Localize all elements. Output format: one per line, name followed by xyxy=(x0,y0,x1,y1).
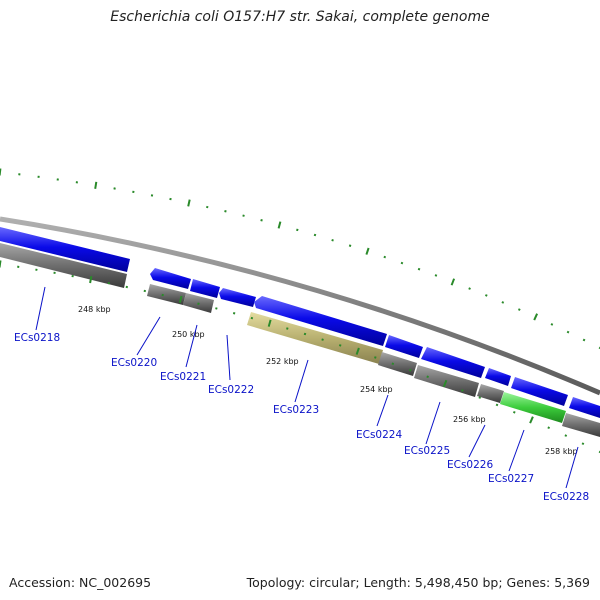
cds-ecs0227[interactable] xyxy=(511,377,568,406)
gene-label-ecs0227[interactable]: ECs0227 xyxy=(488,473,534,485)
cds-ecs0226[interactable] xyxy=(485,368,511,386)
cds-ecs0222[interactable] xyxy=(219,288,256,307)
tick-mark xyxy=(550,323,554,326)
tick-mark xyxy=(450,278,456,286)
tick-mark xyxy=(478,396,482,399)
cds-ecs0218[interactable] xyxy=(0,227,130,272)
gene-label-ecs0225[interactable]: ECs0225 xyxy=(404,445,450,457)
gene-label-ecs0220[interactable]: ECs0220 xyxy=(111,357,157,369)
tick-mark xyxy=(303,332,307,336)
tick-mark xyxy=(408,368,412,372)
tick-mark xyxy=(517,308,521,311)
tick-mark xyxy=(348,244,352,247)
tick-mark xyxy=(400,261,404,265)
tick-mark xyxy=(501,301,505,304)
gene-label-ecs0228[interactable]: ECs0228 xyxy=(543,491,589,503)
tick-mark xyxy=(547,426,551,430)
tick-mark xyxy=(529,416,534,424)
tick-mark xyxy=(374,356,377,359)
tick-mark xyxy=(484,294,488,297)
cds-ecs0220[interactable] xyxy=(150,268,191,289)
gene-label-ecs0223[interactable]: ECs0223 xyxy=(273,404,319,416)
tick-mark xyxy=(178,295,183,304)
tick-mark xyxy=(391,362,395,366)
gene-leader-lines xyxy=(35,286,579,489)
tick-mark xyxy=(242,214,245,217)
tick-mark xyxy=(224,210,227,213)
tick-mark xyxy=(426,375,429,379)
tick-mark xyxy=(267,319,272,327)
tick-mark xyxy=(365,247,370,255)
gene-label-ecs0224[interactable]: ECs0224 xyxy=(356,429,402,441)
gene-labels: ECs0218 ECs0220 ECs0221 ECs0222 ECs0223 … xyxy=(14,332,589,503)
tick-mark xyxy=(197,302,200,306)
cds-ecs0228[interactable] xyxy=(569,397,600,418)
cds-ecs0224[interactable] xyxy=(385,335,423,358)
gene-ecs0224[interactable] xyxy=(378,352,417,376)
tick-mark xyxy=(338,344,342,347)
tick-mark xyxy=(331,238,334,242)
feature-track xyxy=(0,227,600,437)
tick-mark xyxy=(566,330,570,334)
tick-mark xyxy=(296,228,299,232)
cds-ecs0223[interactable] xyxy=(254,296,387,346)
tick-mark xyxy=(581,442,585,446)
tick-mark xyxy=(355,347,360,355)
gene-ecs0220[interactable] xyxy=(147,284,186,305)
genome-backbone xyxy=(0,216,600,396)
genome-title: Escherichia coli O157:H7 str. Sakai, com… xyxy=(110,9,490,25)
cds-ecs0221[interactable] xyxy=(190,279,220,298)
gene-ecs0228[interactable] xyxy=(562,413,600,437)
tick-mark xyxy=(286,327,289,330)
tick-mark xyxy=(94,181,98,189)
scale-label: 250 kbp xyxy=(172,330,205,339)
scale-label: 258 kbp xyxy=(545,447,578,456)
tick-mark xyxy=(417,267,421,271)
scale-labels: 248 kbp 250 kbp 252 kbp 254 kbp 256 kbp … xyxy=(78,305,578,456)
tick-mark xyxy=(250,316,254,320)
tick-mark xyxy=(533,313,539,321)
tick-mark xyxy=(468,287,471,290)
gene-label-ecs0218[interactable]: ECs0218 xyxy=(14,332,60,344)
scale-label: 256 kbp xyxy=(453,415,486,424)
tick-mark xyxy=(564,434,568,437)
rna-ecs0227[interactable] xyxy=(500,392,566,423)
pseudo-ecs0223[interactable] xyxy=(247,312,383,364)
tick-mark xyxy=(215,307,218,310)
tick-mark xyxy=(442,379,448,388)
tick-mark xyxy=(232,311,236,315)
tick-mark xyxy=(582,338,586,342)
gene-label-ecs0226[interactable]: ECs0226 xyxy=(447,459,493,471)
accession-text: Accession: NC_002695 xyxy=(9,575,152,590)
gene-label-ecs0221[interactable]: ECs0221 xyxy=(160,371,206,383)
scale-label: 254 kbp xyxy=(360,385,393,394)
tick-mark xyxy=(0,260,2,268)
tick-mark xyxy=(89,276,93,284)
gene-ecs0226[interactable] xyxy=(477,384,504,403)
tick-mark xyxy=(187,199,191,207)
tick-mark xyxy=(206,205,209,209)
genome-summary-text: Topology: circular; Length: 5,498,450 bp… xyxy=(246,575,590,590)
outer-tick-ring xyxy=(0,168,600,350)
tick-mark xyxy=(461,389,464,392)
scale-label: 248 kbp xyxy=(78,305,111,314)
tick-mark xyxy=(321,338,324,341)
gene-label-ecs0222[interactable]: ECs0222 xyxy=(208,384,254,396)
tick-mark xyxy=(512,410,516,414)
scale-label: 252 kbp xyxy=(266,357,299,366)
cds-ecs0225[interactable] xyxy=(421,347,485,378)
gene-ecs0218[interactable] xyxy=(0,243,127,288)
tick-mark xyxy=(434,274,438,277)
tick-mark xyxy=(277,221,282,229)
tick-mark xyxy=(313,233,317,237)
tick-mark xyxy=(260,219,263,222)
tick-mark xyxy=(495,403,499,407)
tick-mark xyxy=(383,255,387,259)
